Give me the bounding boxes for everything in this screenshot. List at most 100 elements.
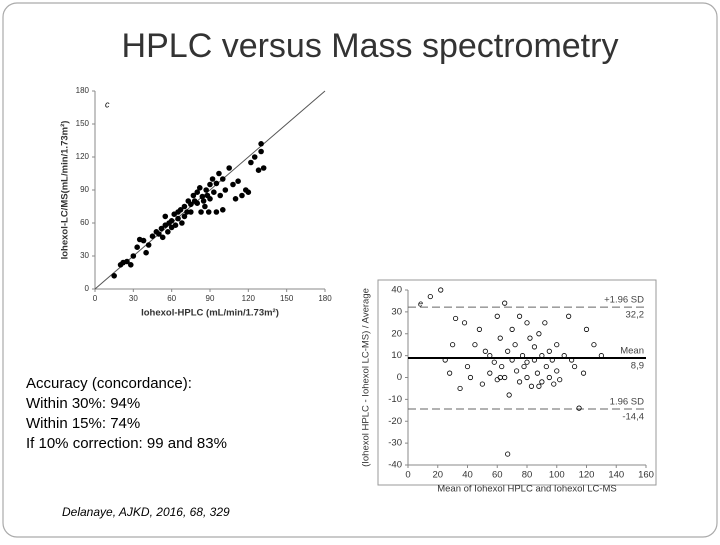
note-line: Within 15%: 74% — [26, 415, 140, 432]
data-point — [158, 225, 165, 232]
citation: Delanaye, AJKD, 2016, 68, 329 — [62, 505, 230, 519]
data-point — [487, 353, 493, 359]
x-axis-label: Mean of Iohexol HPLC and Iohexol LC-MS — [437, 484, 617, 495]
data-point — [159, 234, 166, 241]
data-point — [205, 209, 212, 215]
y-tick-label: 30 — [80, 251, 89, 260]
y-tick-label: 40 — [391, 285, 402, 296]
y-tick-label: 90 — [80, 185, 89, 194]
data-point — [168, 218, 175, 224]
data-point — [561, 353, 567, 359]
reference-name: 1.96 SD — [610, 397, 644, 408]
plot-frame — [377, 279, 657, 486]
data-point — [438, 287, 444, 293]
data-point — [487, 370, 493, 376]
data-point — [557, 377, 563, 383]
data-point — [172, 222, 179, 228]
data-point — [536, 383, 542, 389]
data-point — [127, 262, 134, 268]
data-point — [200, 198, 207, 204]
data-point — [196, 185, 203, 191]
x-tick-label: 30 — [129, 294, 138, 303]
data-point — [188, 209, 194, 215]
data-point — [124, 258, 130, 265]
note-line: Within 30%: 94% — [26, 395, 140, 412]
data-point — [566, 313, 572, 319]
data-point — [516, 313, 523, 319]
y-tick-label: 10 — [391, 350, 402, 361]
x-tick-label: 180 — [318, 294, 332, 303]
data-point — [203, 187, 209, 193]
x-tick-label: 0 — [93, 294, 98, 303]
data-point — [207, 181, 213, 188]
note-line: Accuracy (concordance): — [26, 375, 192, 392]
data-point — [519, 353, 526, 359]
reference-value: -14,4 — [622, 412, 644, 423]
data-point — [179, 220, 185, 226]
data-point — [226, 165, 232, 171]
data-point — [591, 342, 597, 348]
data-point — [521, 363, 527, 370]
data-point — [245, 189, 252, 195]
y-tick-label: 150 — [76, 119, 90, 128]
x-tick-label: 60 — [167, 294, 176, 303]
data-point — [222, 187, 229, 193]
y-tick-label: 180 — [76, 86, 90, 95]
x-tick-label: 100 — [549, 470, 565, 481]
y-tick-label: 120 — [76, 152, 90, 161]
panel-label: e — [418, 298, 423, 308]
data-point — [569, 357, 575, 363]
note-line: If 10% correction: 99 and 83% — [26, 435, 227, 452]
y-tick-label: 30 — [391, 306, 402, 317]
data-point — [219, 207, 226, 213]
reference-name: Mean — [620, 346, 644, 357]
y-tick-label: 0 — [397, 372, 402, 383]
data-point — [554, 368, 560, 374]
data-point — [213, 209, 220, 215]
data-point — [580, 370, 587, 376]
data-point — [232, 196, 239, 202]
x-tick-label: 80 — [522, 470, 533, 481]
data-point — [177, 207, 184, 213]
data-point — [583, 326, 590, 332]
data-point — [546, 348, 552, 354]
data-point — [524, 359, 530, 365]
x-tick-label: 150 — [280, 294, 294, 303]
reference-value: 8,9 — [631, 361, 644, 372]
data-point — [549, 357, 555, 363]
data-point — [571, 363, 578, 370]
data-point — [188, 201, 194, 208]
data-point — [505, 348, 511, 354]
x-tick-label: 120 — [242, 294, 256, 303]
data-point — [258, 141, 264, 147]
data-point — [464, 363, 471, 370]
y-axis-label: Iohexol-LC/MS(mL/min/1.73m²) — [60, 121, 71, 260]
data-point — [194, 200, 201, 206]
y-tick-label: 20 — [391, 328, 402, 339]
data-point — [457, 385, 463, 392]
data-point — [551, 381, 557, 387]
x-tick-label: 160 — [638, 470, 654, 481]
data-point — [156, 231, 162, 237]
y-tick-label: -20 — [388, 416, 402, 427]
y-tick-label: -10 — [388, 394, 402, 405]
data-point — [427, 293, 433, 300]
data-point — [442, 357, 448, 363]
y-tick-label: -40 — [388, 460, 402, 471]
data-point — [531, 344, 538, 350]
data-point — [491, 359, 497, 365]
data-point — [512, 342, 518, 348]
data-point — [536, 331, 542, 337]
data-point — [479, 381, 485, 387]
data-point — [213, 180, 220, 187]
data-point — [199, 193, 206, 200]
y-tick-label: 60 — [80, 218, 89, 227]
data-point — [554, 342, 560, 348]
data-point — [539, 379, 545, 385]
data-point — [248, 159, 254, 166]
data-point — [528, 383, 535, 389]
data-point — [472, 342, 478, 348]
data-point — [516, 379, 523, 385]
y-tick-label: -30 — [388, 438, 402, 449]
